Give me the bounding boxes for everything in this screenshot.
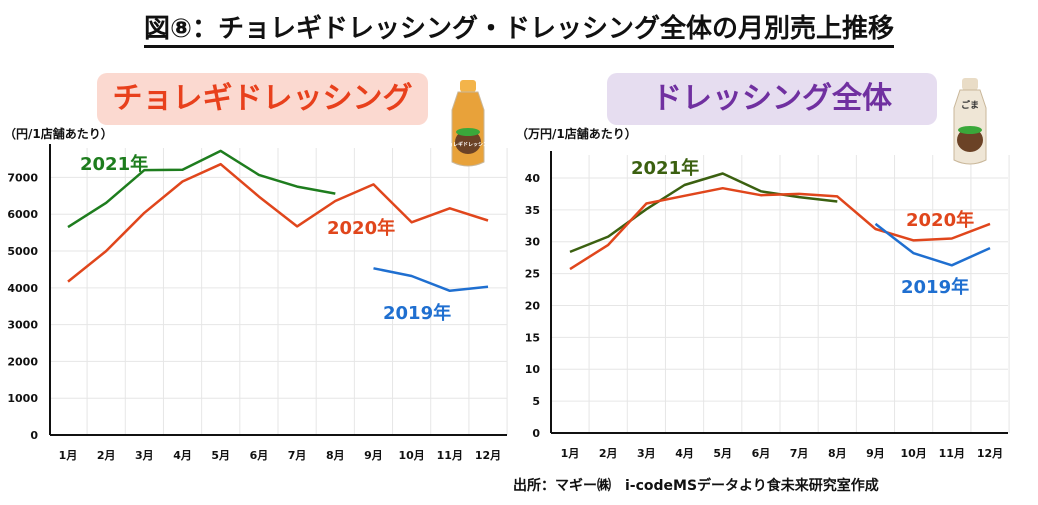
x-tick-label: 6月	[250, 449, 269, 462]
x-tick-label: 12月	[977, 447, 1003, 460]
x-tick-label: 9月	[866, 447, 885, 460]
bottle-cap	[460, 80, 476, 92]
y-tick-label: 4000	[7, 282, 38, 295]
x-tick-label: 10月	[398, 449, 424, 462]
series-label: 2019年	[383, 302, 451, 324]
y-tick-label: 15	[525, 331, 540, 344]
series-label: 2020年	[327, 217, 395, 239]
y-tick-label: 0	[532, 427, 540, 440]
y-axis-label: （万円/1店舗あたり）	[516, 126, 637, 141]
x-tick-label: 12月	[475, 449, 501, 462]
x-tick-label: 6月	[752, 447, 771, 460]
y-tick-label: 3000	[7, 319, 38, 332]
x-tick-label: 7月	[288, 449, 307, 462]
x-tick-label: 7月	[790, 447, 809, 460]
dressing-bottle-icon: チョレギドレッシング	[443, 80, 493, 167]
series-line-2019年	[874, 222, 991, 267]
series-label: 2021年	[80, 153, 148, 175]
x-tick-label: 9月	[364, 449, 383, 462]
x-tick-label: 2月	[97, 449, 116, 462]
y-tick-label: 1000	[7, 392, 38, 405]
x-tick-label: 8月	[828, 447, 847, 460]
series-line-2020年	[67, 162, 489, 283]
x-tick-label: 2月	[599, 447, 618, 460]
chart-2: 0 5 10 15 20 25 30 35 40 1月 2月 3月 4月 5月 6月 7月 8月 9月 10月 11月…	[516, 78, 1010, 460]
bottle-label-dish	[455, 130, 481, 154]
x-tick-label: 5月	[713, 447, 732, 460]
page-title: 図⑧：チョレギドレッシング・ドレッシング全体の月別売上推移	[0, 8, 1038, 48]
bottle-cap	[962, 78, 978, 90]
y-tick-label: 35	[525, 204, 540, 217]
x-tick-label: 11月	[939, 447, 965, 460]
bottle-label-salad	[456, 128, 480, 136]
bottle-label-text: ごま	[961, 99, 979, 111]
series-line-2020年	[569, 186, 991, 271]
bottle-label-text: チョレギドレッシング	[443, 141, 493, 148]
chart-1: 0 1000 2000 3000 4000 5000 6000 7000 1月 2月 3月 4月 5月 6…	[4, 80, 508, 462]
series-line-2019年	[373, 267, 489, 293]
dressing-bottle-icon: ごま	[953, 78, 987, 165]
y-tick-label: 30	[525, 236, 541, 249]
y-tick-label: 25	[525, 268, 540, 281]
title-text: 図⑧：チョレギドレッシング・ドレッシング全体の月別売上推移	[143, 14, 894, 48]
y-axis-label: （円/1店舗あたり）	[4, 126, 113, 141]
bottle-label-salad	[958, 126, 982, 134]
x-tick-label: 1月	[561, 447, 580, 460]
chart-title-dressing-total: ドレッシング全体	[607, 73, 937, 125]
y-tick-label: 5000	[7, 245, 38, 258]
x-tick-label: 8月	[326, 449, 345, 462]
series-label: 2021年	[631, 157, 699, 179]
x-tick-label: 3月	[637, 447, 656, 460]
y-tick-label: 5	[532, 395, 540, 408]
y-tick-label: 0	[30, 429, 38, 442]
x-tick-label: 4月	[675, 447, 694, 460]
y-tick-label: 10	[525, 363, 541, 376]
x-tick-label: 4月	[173, 449, 192, 462]
y-tick-label: 20	[525, 299, 541, 312]
x-tick-label: 1月	[59, 449, 78, 462]
series-label: 2020年	[906, 209, 974, 231]
x-tick-label: 10月	[900, 447, 926, 460]
chart-title-choregi: チョレギドレッシング	[97, 73, 428, 125]
bottle-label-dish	[957, 128, 983, 152]
x-tick-label: 3月	[135, 449, 154, 462]
x-tick-label: 11月	[437, 449, 463, 462]
series-line-2021年	[67, 149, 336, 229]
y-tick-label: 2000	[7, 355, 38, 368]
series-label: 2019年	[901, 276, 969, 298]
series-line-2021年	[569, 172, 838, 254]
y-tick-label: 40	[525, 172, 541, 185]
y-tick-label: 7000	[7, 171, 38, 184]
x-tick-label: 5月	[211, 449, 230, 462]
source-note: 出所：マギー㈱ i-codeMSデータより食未来研究室作成	[513, 478, 879, 494]
y-tick-label: 6000	[7, 208, 38, 221]
